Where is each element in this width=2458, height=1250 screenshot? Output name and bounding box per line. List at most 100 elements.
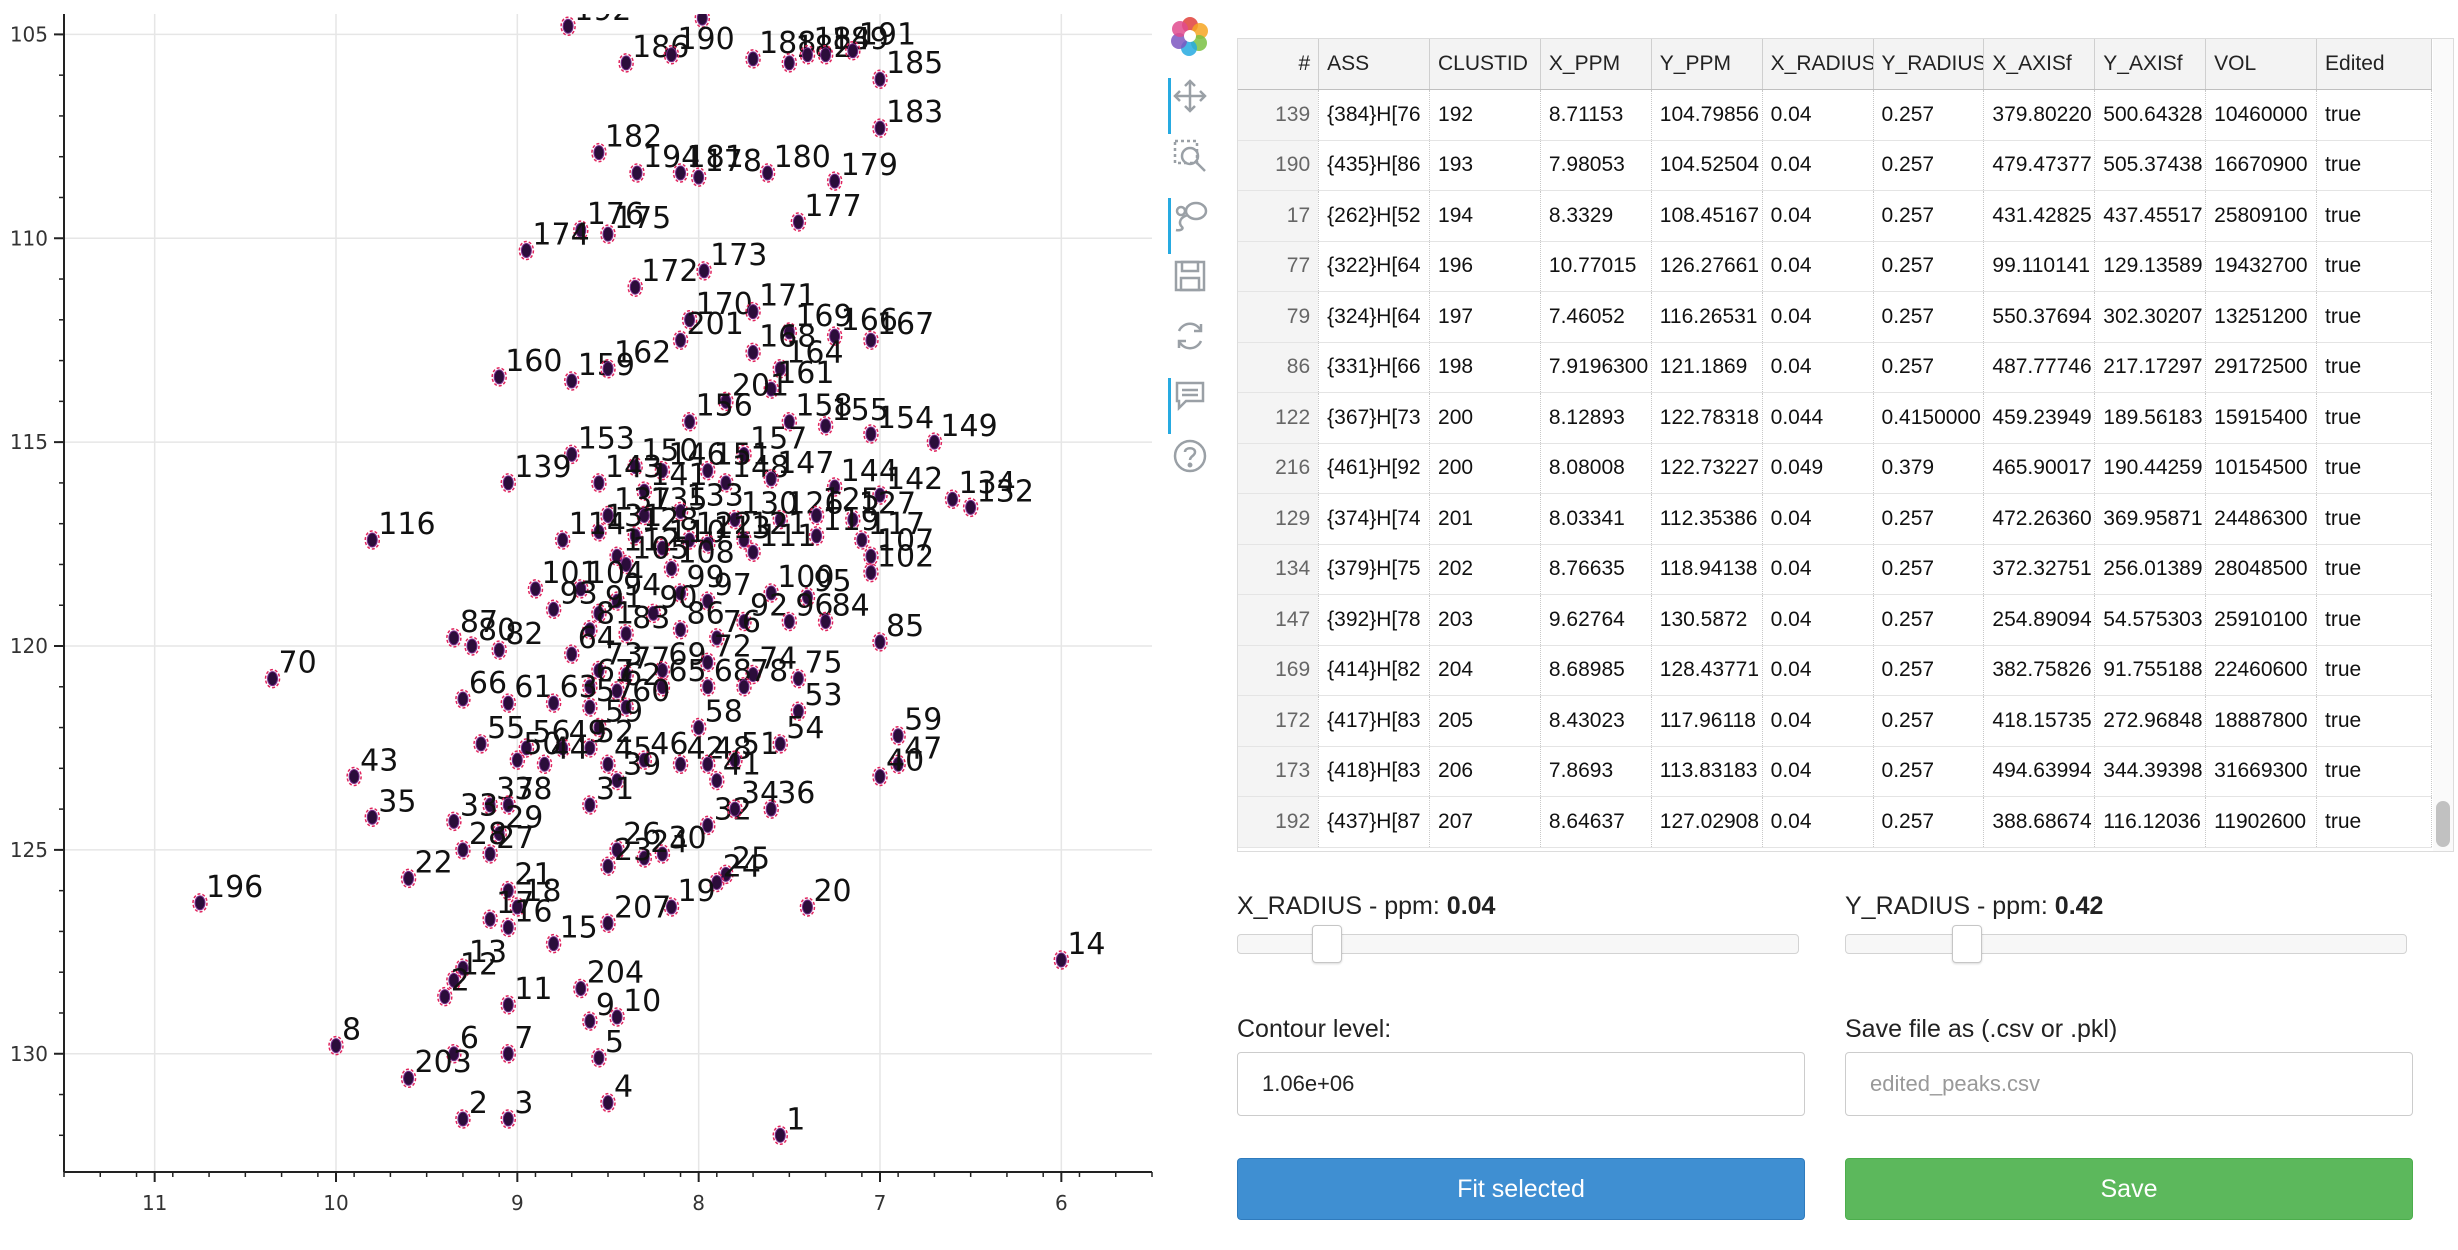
- table-cell[interactable]: 190: [1238, 140, 1320, 191]
- table-cell[interactable]: 0.04: [1762, 190, 1874, 242]
- column-header-y-radius[interactable]: Y_RADIUS: [1873, 39, 1985, 90]
- peak-marker[interactable]: [484, 797, 496, 813]
- peak-marker[interactable]: [593, 605, 605, 621]
- peak-marker[interactable]: [928, 434, 940, 450]
- table-cell[interactable]: 122.73227: [1651, 443, 1763, 494]
- table-row[interactable]: 86 {331}H[66 198 7.9196300 121.1869 0.04 0.257…: [1238, 342, 2432, 393]
- peak-marker[interactable]: [865, 548, 877, 564]
- column-header-clustid[interactable]: CLUSTID: [1429, 39, 1541, 90]
- peak-marker[interactable]: [865, 332, 877, 348]
- table-cell[interactable]: 189.56183: [2094, 392, 2207, 444]
- peak-marker[interactable]: [856, 532, 868, 548]
- peak-marker[interactable]: [801, 589, 813, 605]
- table-cell[interactable]: 0.4150000: [1873, 392, 1985, 444]
- table-cell[interactable]: 25809100: [2205, 190, 2318, 242]
- peak-marker[interactable]: [656, 540, 668, 556]
- peak-marker[interactable]: [811, 528, 823, 544]
- table-cell[interactable]: 8.68985: [1540, 645, 1652, 696]
- peak-marker[interactable]: [611, 683, 623, 699]
- table-cell[interactable]: 10460000: [2205, 89, 2318, 141]
- peak-marker[interactable]: [702, 654, 714, 670]
- table-cell[interactable]: 7.8693: [1540, 746, 1652, 797]
- peak-marker[interactable]: [611, 773, 623, 789]
- y-radius-slider[interactable]: [1845, 925, 2407, 963]
- table-cell[interactable]: 8.71153: [1540, 89, 1652, 141]
- table-cell[interactable]: 459.23949: [1983, 392, 2096, 444]
- table-cell[interactable]: 0.04: [1762, 241, 1874, 292]
- peak-marker[interactable]: [874, 71, 886, 87]
- save-file-input[interactable]: [1845, 1052, 2413, 1116]
- peak-marker[interactable]: [366, 809, 378, 825]
- peak-marker[interactable]: [765, 471, 777, 487]
- peak-marker[interactable]: [1055, 952, 1067, 968]
- peak-marker[interactable]: [638, 850, 650, 866]
- table-cell[interactable]: true: [2316, 140, 2432, 191]
- peak-marker[interactable]: [765, 381, 777, 397]
- table-cell[interactable]: 127.02908: [1651, 796, 1763, 848]
- table-cell[interactable]: 118.94138: [1651, 544, 1763, 595]
- peak-marker[interactable]: [675, 585, 687, 601]
- peak-marker[interactable]: [448, 972, 460, 988]
- table-cell[interactable]: 173: [1238, 746, 1320, 797]
- table-cell[interactable]: 117.96118: [1651, 695, 1763, 747]
- table-cell[interactable]: 190.44259: [2094, 443, 2207, 494]
- table-cell[interactable]: 28048500: [2205, 544, 2318, 595]
- table-cell[interactable]: 0.257: [1873, 544, 1985, 595]
- table-row[interactable]: 190 {435}H[86 193 7.98053 104.52504 0.04 0.257…: [1238, 140, 2432, 191]
- table-cell[interactable]: 0.257: [1873, 695, 1985, 747]
- table-cell[interactable]: 0.04: [1762, 594, 1874, 646]
- table-cell[interactable]: 122.78318: [1651, 392, 1763, 444]
- table-cell[interactable]: 7.98053: [1540, 140, 1652, 191]
- peak-marker[interactable]: [665, 561, 677, 577]
- peak-marker[interactable]: [602, 1095, 614, 1111]
- table-cell[interactable]: 19432700: [2205, 241, 2318, 292]
- table-cell[interactable]: 8.76635: [1540, 544, 1652, 595]
- table-cell[interactable]: 206: [1429, 746, 1541, 797]
- peak-marker[interactable]: [820, 418, 832, 434]
- peak-marker[interactable]: [620, 699, 632, 715]
- table-cell[interactable]: true: [2316, 291, 2432, 343]
- peak-marker[interactable]: [698, 263, 710, 279]
- table-cell[interactable]: 139: [1238, 89, 1320, 141]
- peak-marker[interactable]: [593, 662, 605, 678]
- table-cell[interactable]: 302.30207: [2094, 291, 2207, 343]
- peak-marker[interactable]: [820, 47, 832, 63]
- table-cell[interactable]: 10154500: [2205, 443, 2318, 494]
- table-cell[interactable]: 129.13589: [2094, 241, 2207, 292]
- table-row[interactable]: 129 {374}H[74 201 8.03341 112.35386 0.04 0.257…: [1238, 493, 2432, 545]
- column-header-edited[interactable]: Edited: [2316, 39, 2432, 90]
- table-cell[interactable]: 0.044: [1762, 392, 1874, 444]
- peak-marker[interactable]: [475, 736, 487, 752]
- peak-marker[interactable]: [801, 47, 813, 63]
- peak-marker[interactable]: [457, 960, 469, 976]
- table-cell[interactable]: true: [2316, 89, 2432, 141]
- peak-marker[interactable]: [820, 614, 832, 630]
- table-cell[interactable]: 116.12036: [2094, 796, 2207, 848]
- table-cell[interactable]: 9.62764: [1540, 594, 1652, 646]
- table-cell[interactable]: 17: [1238, 190, 1320, 242]
- peak-marker[interactable]: [892, 728, 904, 744]
- peak-marker[interactable]: [602, 756, 614, 772]
- table-cell[interactable]: 418.15735: [1983, 695, 2096, 747]
- peak-marker[interactable]: [747, 544, 759, 560]
- peak-marker[interactable]: [874, 120, 886, 136]
- table-row[interactable]: 169 {414}H[82 204 8.68985 128.43771 0.04 0.257…: [1238, 645, 2432, 696]
- peak-marker[interactable]: [801, 899, 813, 915]
- box-zoom-icon[interactable]: [1168, 134, 1212, 178]
- table-cell[interactable]: 0.04: [1762, 140, 1874, 191]
- peak-marker[interactable]: [511, 752, 523, 768]
- peak-marker[interactable]: [502, 997, 514, 1013]
- table-row[interactable]: 216 {461}H[92 200 8.08008 122.73227 0.049 0.37…: [1238, 443, 2432, 494]
- peak-marker[interactable]: [584, 797, 596, 813]
- peak-marker[interactable]: [593, 145, 605, 161]
- peak-marker[interactable]: [702, 536, 714, 552]
- peak-marker[interactable]: [762, 165, 774, 181]
- peak-marker[interactable]: [783, 55, 795, 71]
- peak-marker[interactable]: [602, 915, 614, 931]
- peak-marker[interactable]: [611, 593, 623, 609]
- table-cell[interactable]: true: [2316, 746, 2432, 797]
- peak-marker[interactable]: [829, 328, 841, 344]
- table-cell[interactable]: 0.257: [1873, 493, 1985, 545]
- table-cell[interactable]: 128.43771: [1651, 645, 1763, 696]
